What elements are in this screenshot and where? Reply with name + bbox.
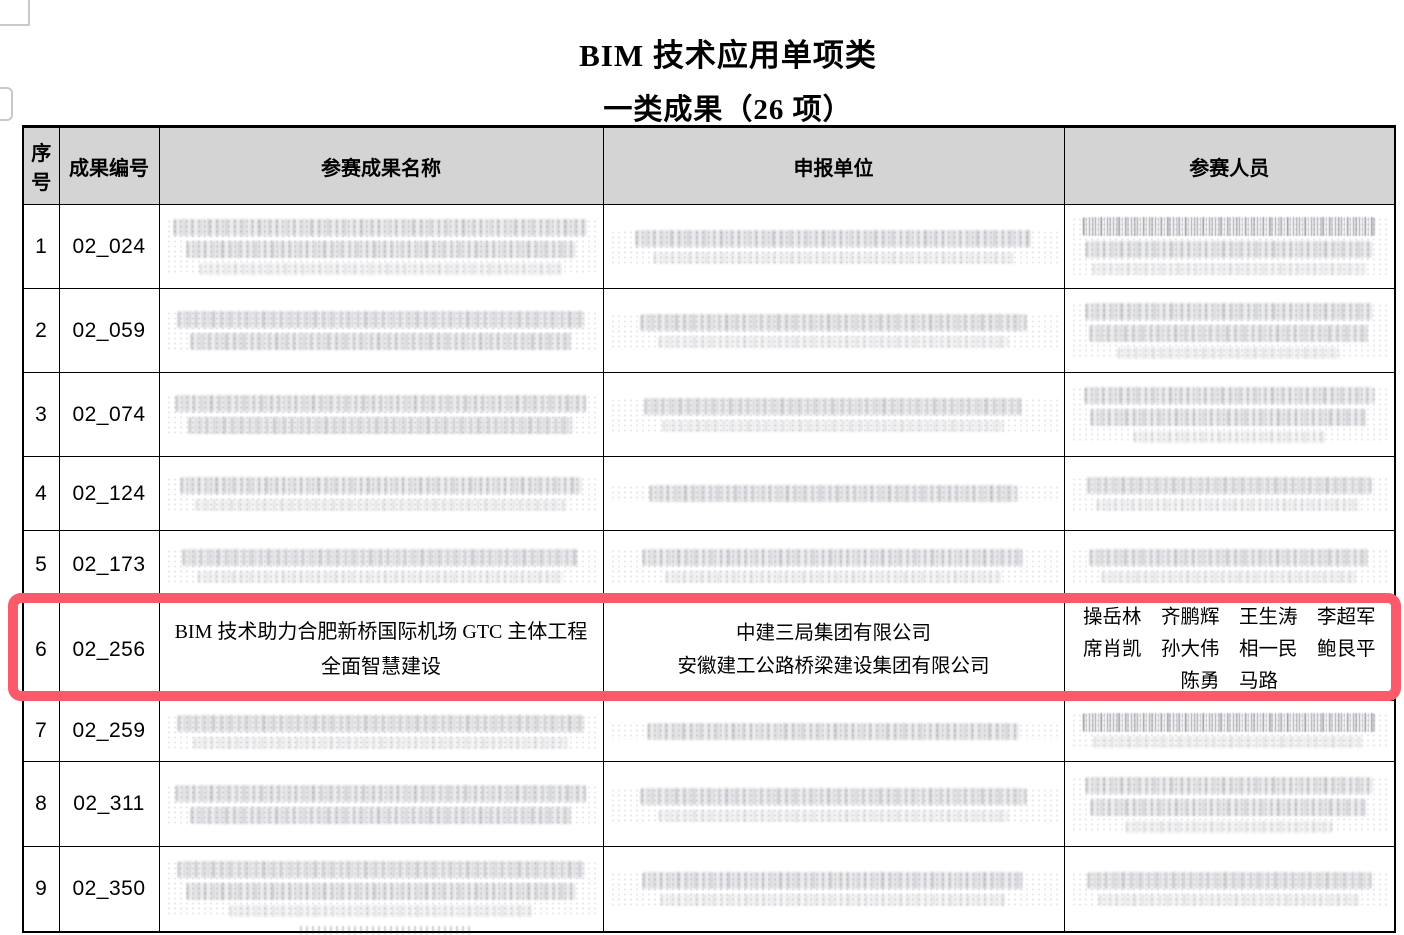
table-row: 8 02_311 [22,761,1396,847]
unit-cell [602,700,1065,762]
index-cell: 8 [22,761,60,847]
redacted-text [165,861,597,918]
index-cell: 1 [22,204,60,289]
redacted-text [1070,548,1388,583]
code-cell: 02_124 [58,456,160,531]
redacted-text [609,548,1058,583]
index-cell: 7 [22,700,60,762]
code-cell: 02_350 [58,846,160,932]
participants-line: 席肖凯 孙大伟 相一民 鲍艮平 [1082,639,1376,660]
name-cell [158,288,604,373]
unit-line: 安徽建工公路桥梁建设集团有限公司 [677,656,990,677]
redacted-text [609,485,1058,502]
participants-cell [1063,204,1396,289]
redacted-text [1070,387,1388,443]
participants-line: 陈勇 马路 [1180,671,1278,692]
code-cell: 02_256 [58,599,160,701]
table-row: 7 02_259 [22,700,1396,762]
redacted-text [1070,303,1388,359]
unit-cell [602,456,1065,531]
participants-line: 操岳林 齐鹏辉 王生涛 李超军 [1082,607,1376,628]
unit-cell [602,846,1065,932]
name-cell [158,456,604,531]
redacted-text [1070,477,1388,511]
index-cell: 5 [22,530,60,600]
col-header-name: 参赛成果名称 [158,126,604,205]
redacted-text [165,395,597,434]
code-cell: 02_059 [58,288,160,373]
table-row: 3 02_074 [22,372,1396,457]
unit-cell [602,761,1065,847]
redacted-text [165,548,597,583]
name-cell [158,372,604,457]
col-header-participants: 参赛人员 [1063,126,1396,205]
redacted-text [165,477,597,511]
index-cell: 9 [22,846,60,932]
redacted-text [609,787,1058,822]
redacted-text [165,784,597,824]
name-cell [158,761,604,847]
margin-mark-pill [0,87,13,121]
redacted-text [609,722,1058,740]
index-cell: 3 [22,372,60,457]
redacted-text [165,714,597,749]
col-header-unit: 申报单位 [602,126,1065,205]
redacted-text [1070,776,1388,833]
participants-cell [1063,700,1396,762]
index-cell: 2 [22,288,60,373]
unit-cell: 中建三局集团有限公司 安徽建工公路桥梁建设集团有限公司 [602,599,1065,701]
code-cell: 02_173 [58,530,160,600]
redacted-text [609,314,1058,348]
code-cell: 02_074 [58,372,160,457]
unit-cell [602,288,1065,373]
name-cell: BIM 技术助力合肥新桥国际机场 GTC 主体工程全面智慧建设 [158,599,604,701]
name-cell [158,530,604,600]
name-cell [158,700,604,762]
code-cell: 02_024 [58,204,160,289]
participants-cell [1063,288,1396,373]
margin-mark-square [0,0,30,26]
redacted-text [609,398,1058,432]
participants-cell: 操岳林 齐鹏辉 王生涛 李超军 席肖凯 孙大伟 相一民 鲍艮平 陈勇 马路 [1063,599,1396,701]
unit-cell [602,204,1065,289]
code-cell: 02_259 [58,700,160,762]
col-header-index: 序号 [22,126,60,205]
redacted-text [609,872,1058,907]
table-row: 1 02_024 [22,204,1396,289]
participants-cell [1063,456,1396,531]
redacted-text [1070,712,1388,748]
table-row: 4 02_124 [22,456,1396,531]
name-cell [158,846,604,932]
results-table: 序号 成果编号 参赛成果名称 申报单位 参赛人员 1 02_024 2 02_0… [22,125,1396,933]
header-row: 序号 成果编号 参赛成果名称 申报单位 参赛人员 [22,126,1396,205]
name-cell [158,204,604,289]
unit-cell [602,372,1065,457]
participants-cell [1063,761,1396,847]
unit-line: 中建三局集团有限公司 [735,623,931,644]
page-title: BIM 技术应用单项类 [579,38,877,73]
table-row: 9 02_350 [22,846,1396,932]
unit-cell [602,530,1065,600]
page-subtitle: 一类成果（26 项） [603,94,853,126]
participants-cell [1063,372,1396,457]
table-row: 2 02_059 [22,288,1396,373]
redacted-text [165,311,597,350]
redacted-text [165,219,597,275]
index-cell: 6 [22,599,60,701]
redacted-text [609,230,1058,264]
redacted-text [1070,216,1388,275]
col-header-code: 成果编号 [58,126,160,205]
noise-spill [300,926,470,934]
participants-cell [1063,530,1396,600]
achievement-name: BIM 技术助力合肥新桥国际机场 GTC 主体工程全面智慧建设 [174,621,588,678]
code-cell: 02_311 [58,761,160,847]
redacted-text [1070,872,1388,907]
table-row-highlighted: 6 02_256 BIM 技术助力合肥新桥国际机场 GTC 主体工程全面智慧建设… [22,599,1396,701]
index-cell: 4 [22,456,60,531]
table-row: 5 02_173 [22,530,1396,600]
participants-cell [1063,846,1396,932]
